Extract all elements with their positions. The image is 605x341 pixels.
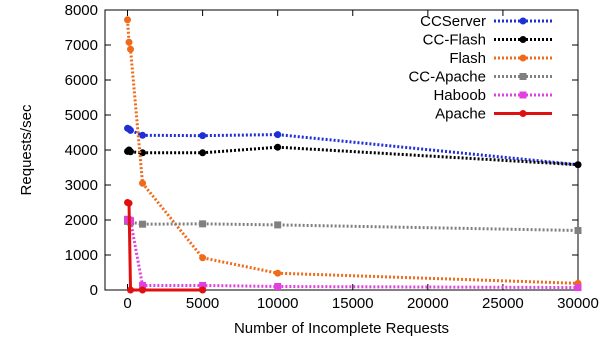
- series-line: [126, 219, 579, 232]
- plot-frame: [104, 9, 579, 291]
- data-point: [574, 161, 582, 169]
- x-tick-label: 25000: [482, 295, 524, 312]
- axis-ticks: 0 1000 2000 3000 4000 5000 6000 7000 8000 0 5000 10…: [65, 2, 599, 312]
- legend-item-flash: Flash: [449, 50, 552, 67]
- data-point: [519, 110, 527, 117]
- data-point: [139, 149, 147, 157]
- series-cc-flash: [124, 143, 582, 169]
- data-point: [199, 220, 207, 228]
- data-point: [139, 281, 147, 289]
- data-point: [199, 286, 207, 294]
- series-line: [126, 201, 203, 292]
- series-cc-apache: [124, 217, 582, 234]
- data-point: [139, 286, 147, 294]
- data-point: [199, 281, 207, 289]
- legend-item-apache: Apache: [435, 106, 552, 123]
- data-point: [199, 254, 207, 262]
- y-axis-label: Requests/sec: [18, 104, 35, 195]
- legend-label: Flash: [449, 50, 486, 67]
- data-point: [127, 148, 135, 156]
- data-point: [274, 283, 282, 290]
- x-tick-label: 0: [123, 295, 131, 312]
- data-point: [574, 284, 582, 292]
- legend-label: CC-Apache: [408, 69, 486, 86]
- legend-item-ccserver: CCServer: [420, 13, 552, 30]
- legend-item-cc-apache: CC-Apache: [408, 69, 552, 86]
- legend-label: Apache: [435, 106, 486, 123]
- y-tick-label: 7000: [65, 37, 98, 54]
- data-point: [574, 227, 582, 234]
- x-tick-label: 30000: [557, 295, 599, 312]
- x-tick-label: 10000: [257, 295, 299, 312]
- series-apache: [124, 199, 207, 294]
- y-tick-label: 8000: [65, 2, 98, 19]
- y-tick-label: 1000: [65, 247, 98, 264]
- y-tick-label: 4000: [65, 142, 98, 159]
- data-point: [519, 54, 527, 62]
- y-tick-label: 0: [90, 282, 98, 299]
- data-point: [125, 199, 133, 207]
- data-point: [199, 132, 207, 140]
- data-point: [125, 38, 133, 46]
- data-point: [127, 126, 135, 134]
- data-point: [519, 91, 527, 99]
- legend-item-cc-flash: CC-Flash: [423, 32, 552, 49]
- legend-label: CCServer: [420, 13, 486, 30]
- legend-label: CC-Flash: [423, 32, 486, 49]
- x-axis-label: Number of Incomplete Requests: [234, 320, 449, 337]
- series-line: [126, 126, 579, 167]
- series-flash: [124, 16, 582, 287]
- data-point: [127, 286, 135, 294]
- y-tick-label: 3000: [65, 177, 98, 194]
- y-tick-label: 6000: [65, 72, 98, 89]
- x-tick-label: 15000: [332, 295, 374, 312]
- series-group: [124, 16, 582, 294]
- data-point: [139, 179, 147, 187]
- data-point: [274, 143, 282, 151]
- data-point: [274, 269, 282, 277]
- y-tick-label: 2000: [65, 212, 98, 229]
- legend-item-haboob: Haboob: [433, 87, 552, 104]
- data-point: [274, 131, 282, 139]
- data-point: [127, 45, 135, 53]
- x-tick-label: 5000: [186, 295, 219, 312]
- series-ccserver: [124, 124, 582, 169]
- data-point: [199, 149, 207, 157]
- x-tick-label: 20000: [407, 295, 449, 312]
- data-point: [139, 220, 147, 228]
- data-point: [124, 16, 132, 24]
- legend-label: Haboob: [433, 87, 486, 104]
- series-line: [126, 217, 579, 290]
- data-point: [274, 221, 282, 229]
- series-haboob: [124, 215, 582, 292]
- data-point: [519, 17, 527, 25]
- y-tick-label: 5000: [65, 107, 98, 124]
- data-point: [139, 131, 147, 139]
- data-point: [519, 36, 527, 43]
- data-point: [519, 73, 527, 80]
- series-line: [126, 145, 579, 167]
